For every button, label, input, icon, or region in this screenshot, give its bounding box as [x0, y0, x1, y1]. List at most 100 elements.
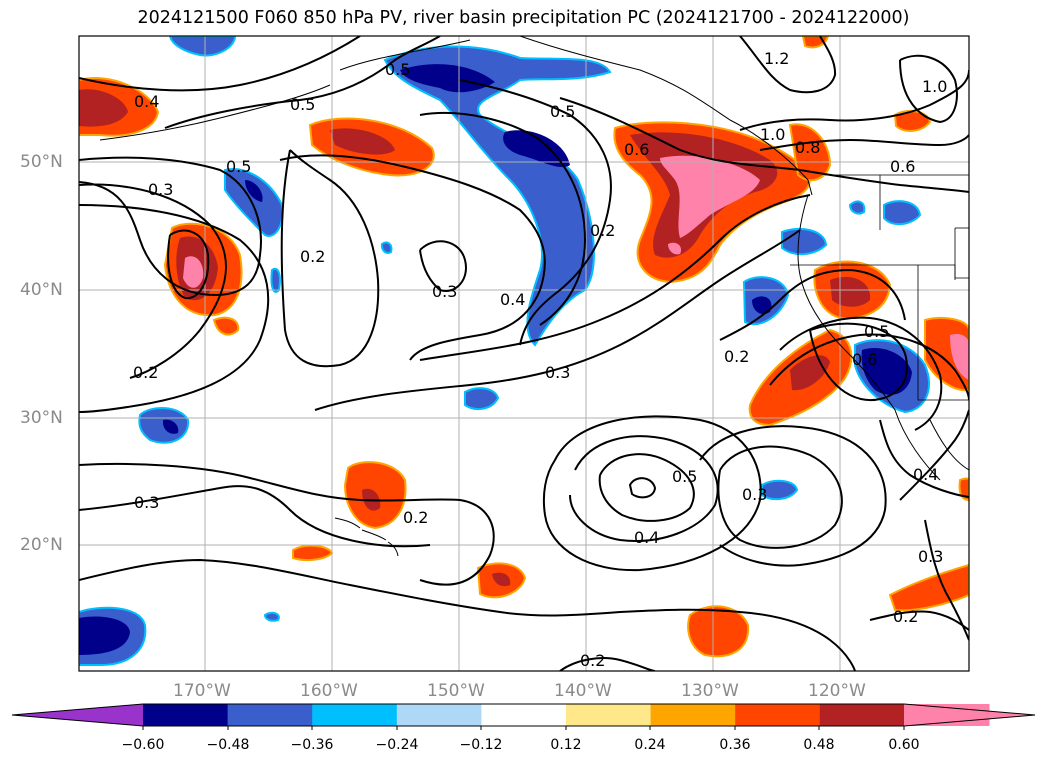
- contour-label: 0.6: [624, 140, 649, 159]
- neg-feature-aleutian-trough: [383, 45, 612, 347]
- colorbar-tick-label: −0.36: [290, 737, 334, 753]
- contour-05-trough: [459, 79, 612, 346]
- neg-feature-sm4: [761, 479, 799, 501]
- colorbar-tick-label: 0.12: [550, 737, 582, 753]
- colorbar-segment: [566, 704, 652, 726]
- contour-loop-center3: [569, 435, 719, 542]
- contour-04-socal: [779, 316, 943, 431]
- lat-label: 30°N: [20, 408, 63, 428]
- colorbar-tick-label: 0.36: [719, 737, 751, 753]
- contour-loop-center2: [598, 453, 695, 522]
- contour-label: 0.4: [134, 92, 159, 111]
- pos-feature-ne-pink2: [668, 242, 682, 255]
- map-frame: [78, 35, 970, 672]
- pos-feature-s2-core: [492, 572, 511, 587]
- lat-label: 40°N: [20, 280, 63, 300]
- contour-02-se: [869, 610, 969, 631]
- contour-label: 0.2: [893, 607, 918, 626]
- contour-label: 0.5: [864, 322, 889, 341]
- pos-feature-ne-pink: [660, 155, 760, 238]
- contour-02-low: [79, 558, 856, 671]
- neg-feature-sm6: [883, 200, 922, 226]
- contour-loop-nw-small: [167, 229, 210, 300]
- pv-contours: [79, 36, 969, 671]
- pos-feature-n1-core: [330, 128, 395, 155]
- pos-feature-topright2: [893, 109, 932, 132]
- contour-label: 0.4: [634, 528, 659, 547]
- contour-label: 0.3: [148, 180, 173, 199]
- colorbar-segment: [481, 704, 567, 726]
- contour-label: 0.5: [226, 157, 251, 176]
- colorbar-tick-label: 0.24: [634, 737, 666, 753]
- contour-labels: 0.4 0.5 0.5 0.6 0.5 1.2 1.0 1.0 0.8 0.6 …: [133, 49, 947, 670]
- contour-loop-ne: [899, 54, 958, 124]
- contour-label: 0.3: [918, 547, 943, 566]
- contour-label: 0.3: [432, 282, 457, 301]
- contour-label: 0.2: [133, 363, 158, 382]
- contour-05-north: [164, 36, 441, 129]
- neg-feature-west-core: [245, 180, 263, 202]
- contour-03-west: [79, 183, 227, 379]
- contour-02-bottom: [559, 657, 656, 671]
- colorbar-tick-label: −0.48: [206, 737, 250, 753]
- contour-label: 0.5: [550, 102, 575, 121]
- contour-label: 0.6: [852, 350, 877, 369]
- us-west-coast: [797, 194, 941, 481]
- neg-feature-sw1-core: [162, 419, 179, 434]
- contour-02-mid: [280, 149, 380, 368]
- contour-loop-center1: [628, 477, 657, 499]
- contour-label: 0.5: [672, 467, 697, 486]
- contour-label: 0.5: [385, 60, 410, 79]
- colorbar-tick-label: 0.60: [888, 737, 920, 753]
- colorbar-segment: [396, 704, 482, 726]
- lon-label: 170°W: [173, 681, 231, 701]
- contour-12: [739, 36, 837, 94]
- pos-feature-nw2-pink: [183, 256, 204, 288]
- neg-feature-topleft: [168, 36, 237, 57]
- colorbar-segment: [227, 704, 313, 726]
- contour-label: 0.4: [913, 465, 938, 484]
- colorbar-tick-label: −0.60: [121, 737, 165, 753]
- contour-label: 0.3: [134, 493, 159, 512]
- neg-feature-sm2-core: [752, 296, 772, 315]
- contour-04-north: [79, 36, 361, 92]
- contour-02-sw: [79, 485, 431, 548]
- neg-feature-core: [400, 64, 495, 93]
- chart-title: 2024121500 F060 850 hPa PV, river basin …: [137, 8, 910, 28]
- pos-feature-topleft-core: [79, 89, 128, 127]
- contour-label: 0.2: [590, 221, 615, 240]
- contour-loop-w: [79, 156, 262, 297]
- contour-03-mid: [419, 240, 467, 292]
- colorbar-segment: [735, 704, 821, 726]
- colorbar-tick-label: 0.48: [803, 737, 835, 753]
- lon-label: 120°W: [808, 681, 866, 701]
- colorbar-extend-max: [904, 704, 1035, 726]
- contour-04-east: [899, 409, 969, 501]
- pos-feature-e3-pink: [950, 334, 969, 380]
- contour-03-socal: [769, 333, 969, 401]
- neg-feature-band: [503, 130, 570, 168]
- contour-05-mid: [279, 154, 546, 361]
- lat-label: 20°N: [20, 535, 63, 555]
- neg-feature-bottomleft-core: [79, 616, 130, 655]
- contour-03-long: [314, 229, 801, 411]
- contour-08-ne: [759, 134, 969, 151]
- neg-feature-sm5: [848, 200, 866, 215]
- aleutian-islands: [99, 84, 331, 141]
- colorbar-tick-label: −0.12: [459, 737, 503, 753]
- pos-feature-ne2: [788, 123, 832, 182]
- neg-feature-sm1: [464, 387, 500, 411]
- neg-feature-west: [224, 168, 284, 237]
- contour-label: 0.2: [724, 347, 749, 366]
- colorbar-extend-min: [12, 704, 143, 726]
- contour-label: 0.3: [545, 363, 570, 382]
- colorbar-segment: [650, 704, 736, 726]
- hawaii-islands: [334, 517, 399, 557]
- lat-label: 50°N: [20, 152, 63, 172]
- colorbar: [11, 703, 1036, 730]
- contour-loop-se: [717, 445, 843, 549]
- contour-label: 0.2: [580, 651, 605, 670]
- lon-label: 130°W: [681, 681, 739, 701]
- contour-03-se: [699, 425, 887, 567]
